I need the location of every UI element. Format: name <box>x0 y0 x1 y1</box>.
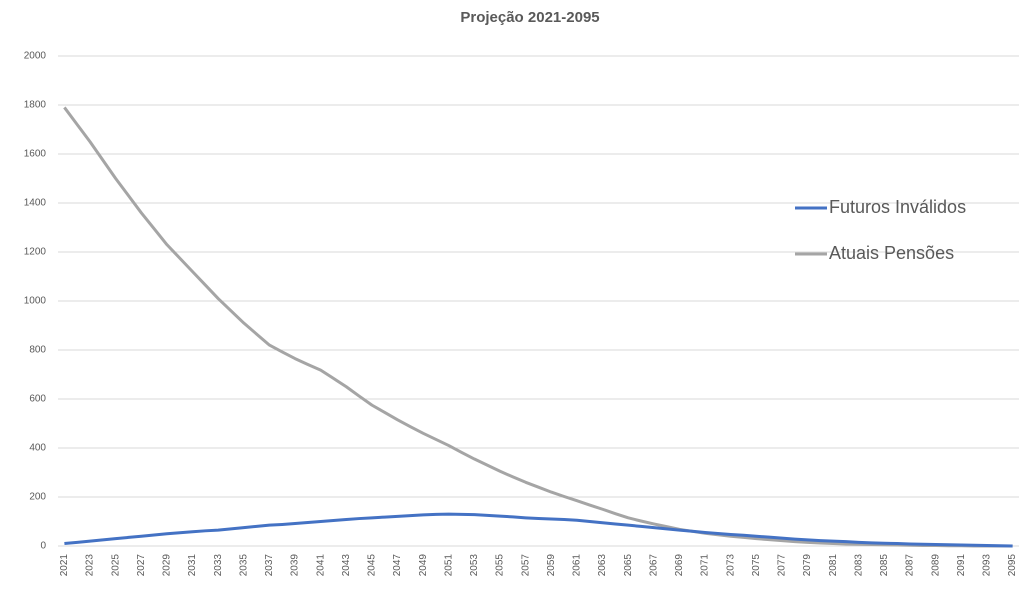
y-tick-label: 1800 <box>24 100 47 111</box>
x-tick-label: 2055 <box>495 554 506 577</box>
x-tick-label: 2043 <box>341 554 352 577</box>
x-tick-label: 2051 <box>443 554 454 577</box>
x-tick-label: 2075 <box>751 554 762 577</box>
x-tick-label: 2021 <box>59 554 70 577</box>
x-tick-label: 2033 <box>213 554 224 577</box>
x-tick-label: 2027 <box>136 554 147 577</box>
x-tick-label: 2039 <box>290 554 301 577</box>
y-tick-label: 1400 <box>24 198 47 209</box>
series-line <box>64 512 1013 548</box>
x-tick-label: 2047 <box>392 554 403 577</box>
x-tick-label: 2063 <box>597 554 608 577</box>
series-line <box>63 106 1013 548</box>
x-tick-label: 2025 <box>110 554 121 577</box>
x-tick-label: 2073 <box>725 554 736 577</box>
x-tick-label: 2035 <box>238 554 249 577</box>
x-tick-label: 2067 <box>648 554 659 577</box>
x-tick-label: 2049 <box>418 554 429 577</box>
legend-label: Futuros Inválidos <box>829 197 966 217</box>
y-tick-label: 1200 <box>24 247 47 258</box>
x-tick-label: 2037 <box>264 554 275 577</box>
x-tick-label: 2093 <box>982 554 993 577</box>
x-tick-label: 2023 <box>85 554 96 577</box>
x-tick-label: 2087 <box>905 554 916 577</box>
y-tick-label: 2000 <box>24 51 47 62</box>
x-tick-label: 2095 <box>1007 554 1018 577</box>
y-tick-label: 400 <box>29 443 46 454</box>
x-tick-label: 2057 <box>520 554 531 577</box>
x-tick-label: 2061 <box>572 554 583 577</box>
y-tick-label: 800 <box>29 345 46 356</box>
y-tick-label: 1600 <box>24 149 47 160</box>
chart-title: Projeção 2021-2095 <box>460 9 599 26</box>
x-tick-label: 2071 <box>700 554 711 577</box>
x-tick-label: 2077 <box>777 554 788 577</box>
x-tick-label: 2045 <box>367 554 378 577</box>
y-tick-label: 200 <box>29 492 46 503</box>
x-tick-label: 2029 <box>162 554 173 577</box>
x-tick-label: 2091 <box>956 554 967 577</box>
legend-label: Atuais Pensões <box>829 243 954 263</box>
x-tick-label: 2059 <box>546 554 557 577</box>
x-tick-label: 2031 <box>187 554 198 577</box>
y-tick-label: 1000 <box>24 296 47 307</box>
x-tick-label: 2053 <box>469 554 480 577</box>
x-tick-label: 2089 <box>930 554 941 577</box>
x-tick-label: 2079 <box>802 554 813 577</box>
y-tick-label: 0 <box>40 541 46 552</box>
x-tick-label: 2081 <box>828 554 839 577</box>
x-tick-label: 2065 <box>623 554 634 577</box>
x-tick-label: 2041 <box>315 554 326 577</box>
x-tick-label: 2069 <box>674 554 685 577</box>
y-tick-label: 600 <box>29 394 46 405</box>
x-tick-label: 2083 <box>853 554 864 577</box>
x-tick-label: 2085 <box>879 554 890 577</box>
